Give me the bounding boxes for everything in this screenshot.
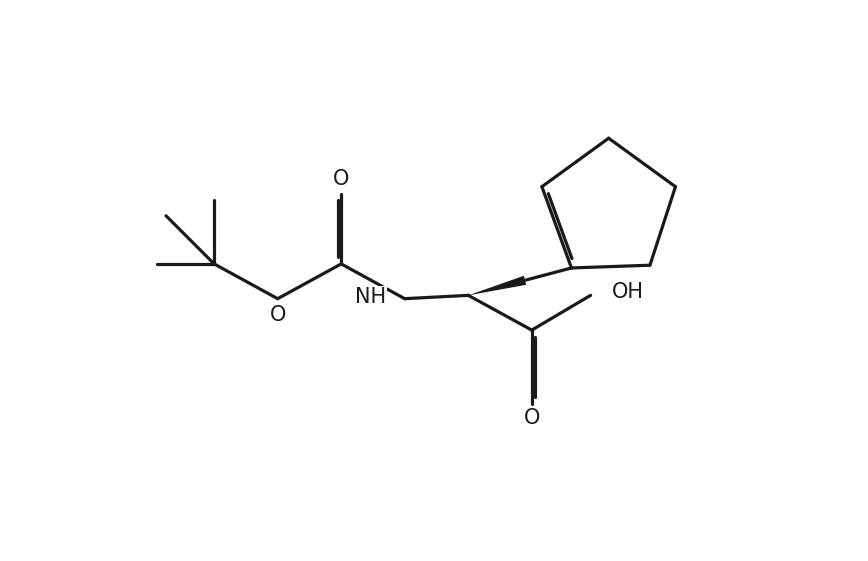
Text: O: O	[269, 305, 286, 325]
Text: O: O	[523, 408, 540, 429]
Text: NH: NH	[355, 287, 386, 307]
Text: OH: OH	[612, 282, 644, 302]
Polygon shape	[468, 276, 526, 295]
Text: O: O	[333, 169, 350, 189]
